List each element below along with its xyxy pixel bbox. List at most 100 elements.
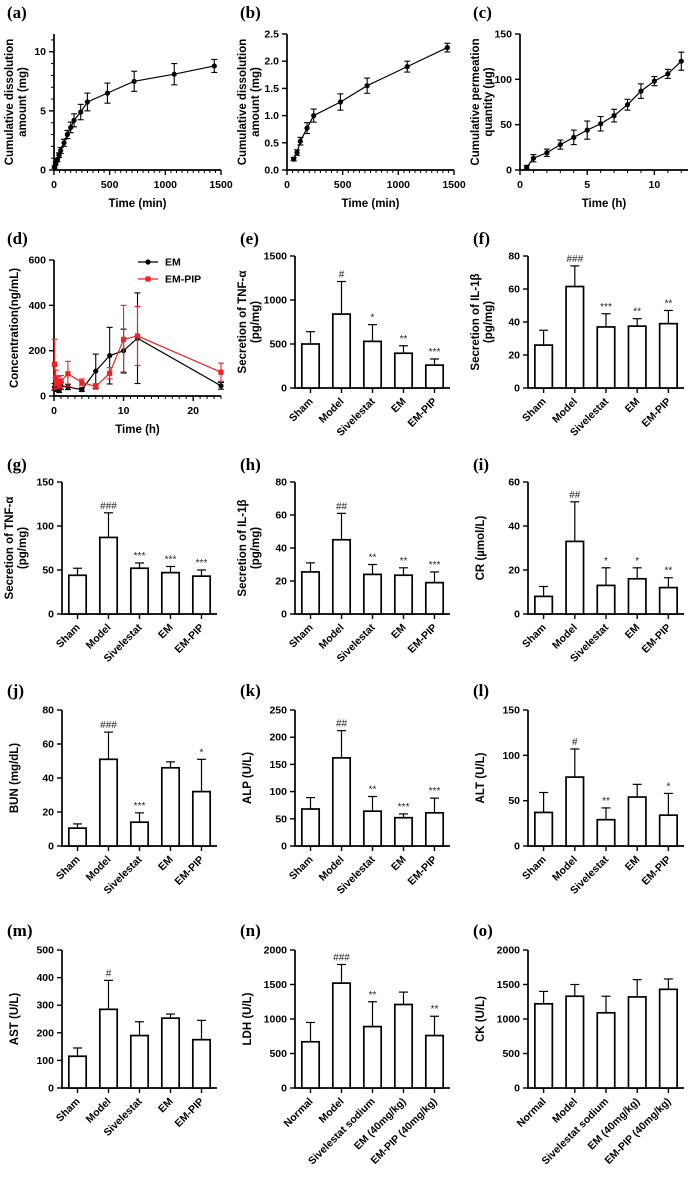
svg-text:EM: EM [623, 395, 643, 415]
svg-text:*: * [666, 781, 670, 792]
svg-text:EM-PIP: EM-PIP [173, 1096, 207, 1130]
svg-text:0: 0 [48, 841, 54, 853]
svg-text:40: 40 [508, 317, 520, 329]
svg-text:ALT (U/L): ALT (U/L) [475, 752, 487, 803]
svg-text:Model: Model [550, 622, 580, 652]
svg-text:1500: 1500 [209, 179, 233, 191]
svg-text:1000: 1000 [497, 1014, 521, 1026]
svg-text:Cumulative permeation: Cumulative permeation [470, 38, 482, 165]
svg-text:0: 0 [281, 383, 287, 395]
svg-text:#: # [572, 737, 578, 748]
svg-text:Secretion of TNF-α: Secretion of TNF-α [4, 497, 16, 600]
svg-text:60: 60 [275, 510, 287, 522]
svg-text:***: *** [134, 801, 146, 812]
svg-text:0: 0 [48, 609, 54, 621]
svg-text:400: 400 [28, 300, 46, 312]
svg-text:0: 0 [281, 1083, 287, 1095]
svg-text:EM: EM [156, 621, 176, 641]
svg-text:0: 0 [284, 179, 290, 191]
panel-label-a: (a) [7, 3, 27, 22]
svg-text:100: 100 [494, 74, 512, 86]
svg-text:400: 400 [36, 972, 54, 984]
svg-text:LDH (U/L): LDH (U/L) [242, 992, 254, 1045]
svg-text:1000: 1000 [387, 179, 411, 191]
svg-text:500: 500 [269, 1048, 287, 1060]
panel-f: (f) 0 20 40 60 80 Secretion of IL-1β (pg/mg) Sh… [466, 226, 700, 452]
svg-text:1.0: 1.0 [264, 110, 279, 122]
svg-text:0: 0 [281, 609, 287, 621]
svg-text:Sham: Sham [287, 622, 316, 651]
svg-text:500: 500 [269, 339, 287, 351]
svg-text:500: 500 [502, 1048, 520, 1060]
svg-text:2.0: 2.0 [264, 56, 279, 68]
svg-text:EM: EM [165, 257, 181, 269]
svg-text:0: 0 [48, 1083, 54, 1095]
svg-text:0: 0 [514, 1083, 520, 1095]
svg-text:20: 20 [275, 576, 287, 588]
chart-e-tnf-bar: 0 500 1000 1500 Secretion of TNF-α (pg/mg) Sha… [237, 251, 450, 439]
svg-text:150: 150 [502, 705, 520, 717]
svg-text:Model: Model [550, 854, 580, 884]
svg-text:10: 10 [649, 179, 661, 191]
panel-label-f: (f) [473, 229, 490, 248]
svg-text:80: 80 [42, 705, 54, 717]
svg-text:2.5: 2.5 [264, 29, 279, 41]
svg-text:EM-PIP: EM-PIP [639, 396, 673, 430]
svg-text:1000: 1000 [154, 179, 178, 191]
svg-text:Model: Model [317, 854, 347, 884]
panel-i: (i) 0 20 40 60 CR (µmol/L) Sham ## Model * Sivele… [466, 452, 700, 678]
panel-o: (o) 0 500 1000 1500 2000 CK (U/L) Normal Model S… [466, 918, 700, 1192]
svg-text:ALP (U/L): ALP (U/L) [242, 752, 254, 804]
svg-text:***: *** [196, 558, 208, 569]
svg-text:Time (min): Time (min) [342, 198, 400, 210]
svg-text:1000: 1000 [264, 295, 288, 307]
svg-text:CR (µmol/L): CR (µmol/L) [475, 515, 487, 580]
panel-label-i: (i) [473, 455, 490, 474]
svg-text:Sham: Sham [287, 854, 316, 883]
chart-b-dissolution-line: 0.0 0.5 1.0 1.5 2.0 2.5 Cumulative dissolution… [237, 29, 466, 211]
svg-text:Model: Model [84, 622, 114, 652]
svg-text:0: 0 [514, 383, 520, 395]
svg-text:*: * [635, 556, 639, 567]
svg-text:5: 5 [584, 179, 590, 191]
panel-e: (e) 0 500 1000 1500 Secretion of TNF-α (pg/mg… [233, 226, 466, 452]
svg-text:#: # [106, 968, 112, 979]
svg-text:500: 500 [101, 179, 119, 191]
svg-text:EM: EM [389, 853, 409, 873]
svg-text:Model: Model [550, 396, 580, 426]
svg-text:###: ### [333, 952, 350, 963]
svg-text:2000: 2000 [264, 945, 288, 957]
panel-label-e: (e) [240, 229, 259, 248]
panel-label-g: (g) [7, 455, 27, 474]
svg-text:200: 200 [269, 732, 287, 744]
svg-text:0.0: 0.0 [264, 165, 279, 177]
svg-text:1.5: 1.5 [264, 83, 279, 95]
svg-text:Time (h): Time (h) [115, 424, 160, 436]
svg-text:20: 20 [187, 405, 199, 417]
svg-text:##: ## [336, 501, 348, 512]
svg-text:0: 0 [281, 841, 287, 853]
svg-text:***: *** [134, 551, 146, 562]
svg-text:60: 60 [42, 739, 54, 751]
svg-text:(pg/mg): (pg/mg) [483, 301, 495, 343]
panel-label-h: (h) [240, 455, 261, 474]
svg-text:Secretion of IL-1β: Secretion of IL-1β [470, 273, 482, 370]
svg-text:Cumulative dissolution: Cumulative dissolution [4, 39, 16, 166]
svg-text:Normal: Normal [515, 1096, 549, 1130]
svg-text:0: 0 [506, 165, 512, 177]
svg-text:AST (U/L): AST (U/L) [9, 993, 21, 1046]
svg-text:Secretion of IL-1β: Secretion of IL-1β [237, 499, 249, 596]
svg-text:250: 250 [269, 705, 287, 717]
svg-text:Model: Model [317, 622, 347, 652]
svg-text:500: 500 [36, 945, 54, 957]
svg-text:100: 100 [36, 521, 54, 533]
svg-text:50: 50 [508, 795, 520, 807]
svg-text:40: 40 [508, 521, 520, 533]
svg-text:Concentration(ng/mL): Concentration(ng/mL) [9, 268, 21, 388]
panel-label-o: (o) [473, 921, 493, 940]
svg-text:**: ** [369, 990, 377, 1001]
